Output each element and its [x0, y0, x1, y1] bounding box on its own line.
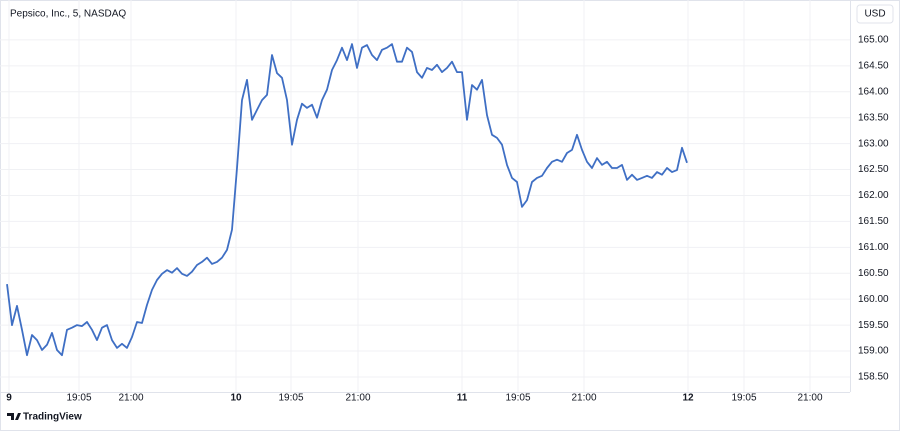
brand: TradingView: [23, 412, 82, 423]
y-tick-label: 159.50: [858, 320, 889, 331]
currency-box: [856, 4, 894, 24]
y-tick-label: 162.50: [858, 164, 889, 175]
x-tick-label: 9: [6, 393, 12, 404]
y-tick-label: 161.00: [858, 242, 889, 253]
y-tick-label: 164.50: [858, 60, 889, 71]
x-tick-label: 19:05: [278, 393, 303, 404]
logo-icon: [7, 413, 21, 420]
x-tick-label: 21:00: [797, 393, 822, 404]
y-tick-label: 165.00: [858, 35, 889, 46]
y-tick-label: 158.50: [858, 372, 889, 383]
y-tick-label: 163.00: [858, 138, 889, 149]
x-tick-label: 11: [457, 393, 468, 404]
x-tick-label: 21:00: [118, 393, 143, 404]
price-line: [6, 43, 688, 357]
x-tick-label: 12: [682, 393, 694, 404]
y-tick-label: 161.50: [858, 216, 889, 227]
y-tick-label: 164.00: [858, 86, 889, 97]
y-tick-label: 162.00: [858, 190, 889, 201]
y-tick-label: 163.50: [858, 112, 889, 123]
y-tick-label: 159.00: [858, 346, 889, 357]
x-tick-label: 21:00: [571, 393, 596, 404]
grid: [0, 0, 850, 392]
x-tick-label: 19:05: [66, 393, 91, 404]
y-tick-label: 160.00: [858, 294, 889, 305]
chart-title: Pepsico, Inc., 5, NASDAQ: [10, 9, 126, 20]
x-tick-label: 10: [230, 393, 242, 404]
x-tick-label: 21:00: [345, 393, 370, 404]
y-tick-label: 160.50: [858, 268, 889, 279]
currency: USD: [864, 9, 885, 20]
x-tick-label: 19:05: [505, 393, 530, 404]
x-tick-label: 19:05: [731, 393, 756, 404]
logo: TradingView: [7, 412, 82, 423]
